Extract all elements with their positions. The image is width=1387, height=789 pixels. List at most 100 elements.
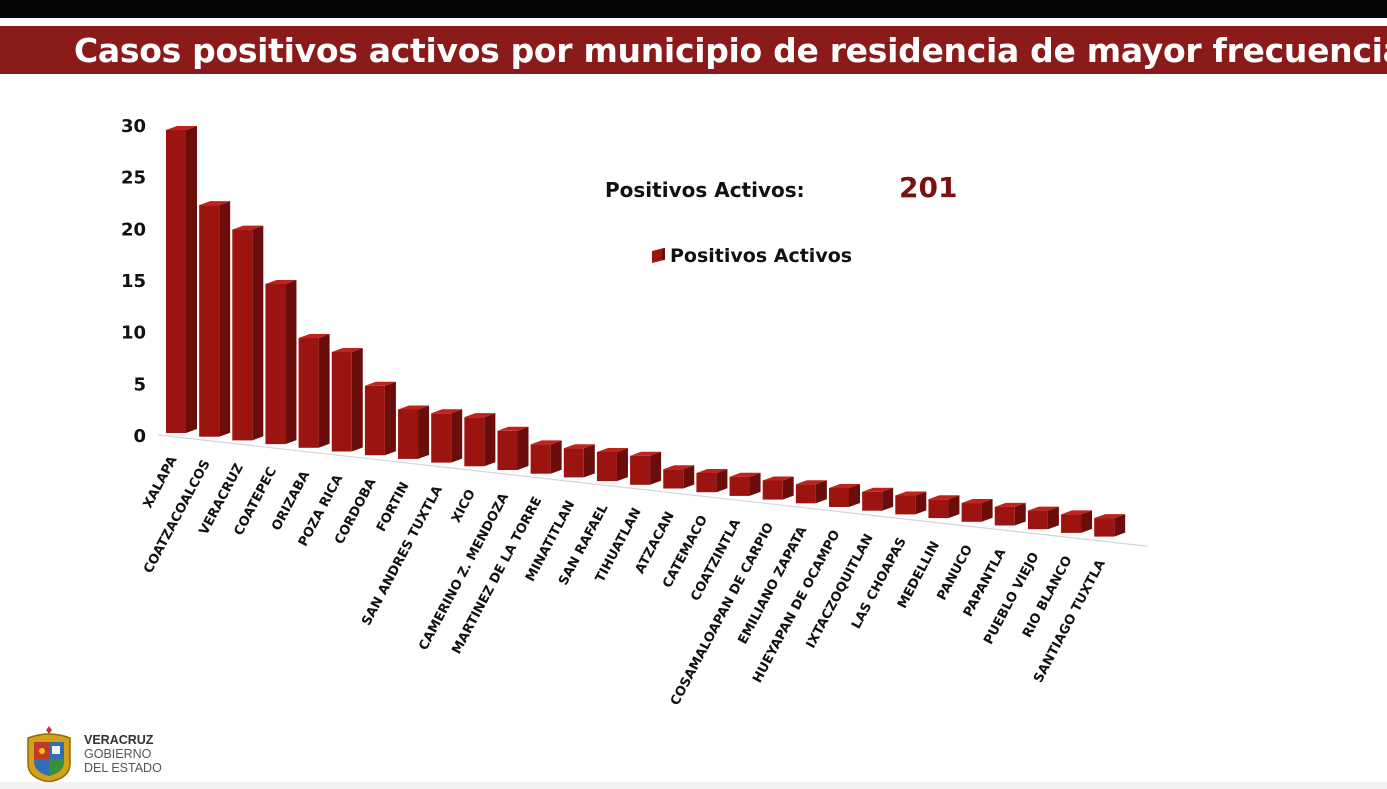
bar-front [994, 506, 1015, 526]
bar-front [1061, 514, 1082, 533]
bar-side [749, 472, 761, 496]
bar-top [895, 491, 927, 496]
bar [398, 405, 430, 459]
bar-front [895, 495, 916, 515]
bar-front [928, 499, 949, 519]
summary-label: Positivos Activos: [605, 178, 805, 202]
bar-top [596, 447, 628, 452]
bar-top [928, 495, 960, 500]
bar [961, 499, 993, 522]
bottom-strip [0, 782, 1387, 789]
bar-top [729, 472, 761, 477]
legend-label: Positivos Activos [670, 245, 852, 267]
title-banner [0, 26, 1387, 74]
bar-top [696, 468, 728, 473]
bar-side [1047, 506, 1059, 530]
bar [696, 468, 728, 493]
bar [994, 502, 1026, 526]
bar [862, 487, 894, 511]
bar [1094, 514, 1126, 537]
bar-front [265, 283, 286, 445]
bar [232, 225, 264, 441]
x-tick-label: XICO [449, 487, 479, 525]
y-tick-label: 30 [121, 116, 146, 137]
bar-top [431, 409, 463, 414]
bar [829, 484, 860, 507]
bar-front [398, 409, 419, 459]
bar-front [829, 488, 849, 507]
bar [795, 480, 827, 504]
bar-side [616, 447, 628, 482]
y-tick-label: 20 [121, 219, 146, 240]
logo-text: VERACRUZ GOBIERNO DEL ESTADO [84, 733, 162, 775]
bar-side [716, 468, 728, 493]
bar-top [166, 126, 197, 130]
bar [563, 444, 595, 478]
bar-front [497, 430, 518, 470]
bar [265, 279, 297, 445]
bar-front [364, 385, 385, 456]
bar [1061, 510, 1093, 533]
bar-front [961, 503, 982, 522]
bar-top [961, 499, 993, 504]
bar [298, 334, 330, 448]
bar-side [351, 348, 363, 452]
bar-side [583, 444, 595, 478]
bar-side [418, 405, 430, 459]
bar-side [550, 440, 562, 474]
bar-side [318, 334, 330, 448]
bar [895, 491, 927, 515]
bar-side [815, 480, 827, 504]
bar [762, 476, 794, 500]
legend: Positivos Activos [652, 245, 852, 267]
bar-front [596, 451, 617, 482]
bar-top [464, 413, 496, 418]
x-tick-label: XALAPA [141, 454, 181, 511]
bar-top [1061, 510, 1093, 515]
bar-side [1114, 514, 1126, 537]
y-axis: 0 5 10 15 20 25 30 [121, 116, 146, 447]
bar-front [431, 413, 452, 463]
bar-side [1014, 502, 1026, 526]
logo-line-1: VERACRUZ [84, 733, 154, 747]
top-black-bar [0, 0, 1387, 18]
bar-front [563, 448, 584, 478]
bar-side [517, 426, 529, 470]
y-tick-label: 25 [121, 168, 146, 189]
bar-top [1027, 506, 1059, 511]
logo-line-3: DEL ESTADO [84, 761, 162, 775]
bar [364, 381, 396, 456]
bar-top [398, 405, 430, 410]
bar [166, 126, 197, 433]
bar-top [994, 502, 1026, 507]
bar-front [199, 205, 220, 437]
bar-top [795, 480, 827, 485]
bars [157, 126, 1148, 547]
bar-front [862, 491, 883, 511]
bar [431, 409, 463, 463]
y-tick-label: 5 [133, 374, 146, 395]
bar-front [729, 476, 750, 496]
bar-front [464, 417, 485, 467]
bar-top [563, 444, 595, 449]
bar-front [232, 229, 253, 441]
bar-top [497, 426, 529, 431]
bar-side [451, 409, 463, 463]
legend-swatch [652, 248, 662, 263]
summary-value: 201 [899, 171, 957, 204]
x-tick-label: COATZACOALCOS [141, 458, 213, 576]
y-tick-label: 15 [121, 271, 146, 292]
bar-front [530, 444, 551, 474]
bar-top [265, 279, 297, 284]
bar-top [232, 225, 264, 230]
bar-top [199, 201, 231, 206]
bar-top [530, 440, 562, 445]
x-axis-labels: XALAPACOATZACOALCOSVERACRUZCOATEPECORIZA… [141, 454, 1109, 708]
floor-line [157, 434, 1148, 547]
bar-front [696, 472, 717, 493]
bar-front [1027, 510, 1048, 530]
bar-top [829, 484, 860, 489]
bar-side [384, 381, 396, 456]
bar-side [186, 126, 197, 433]
